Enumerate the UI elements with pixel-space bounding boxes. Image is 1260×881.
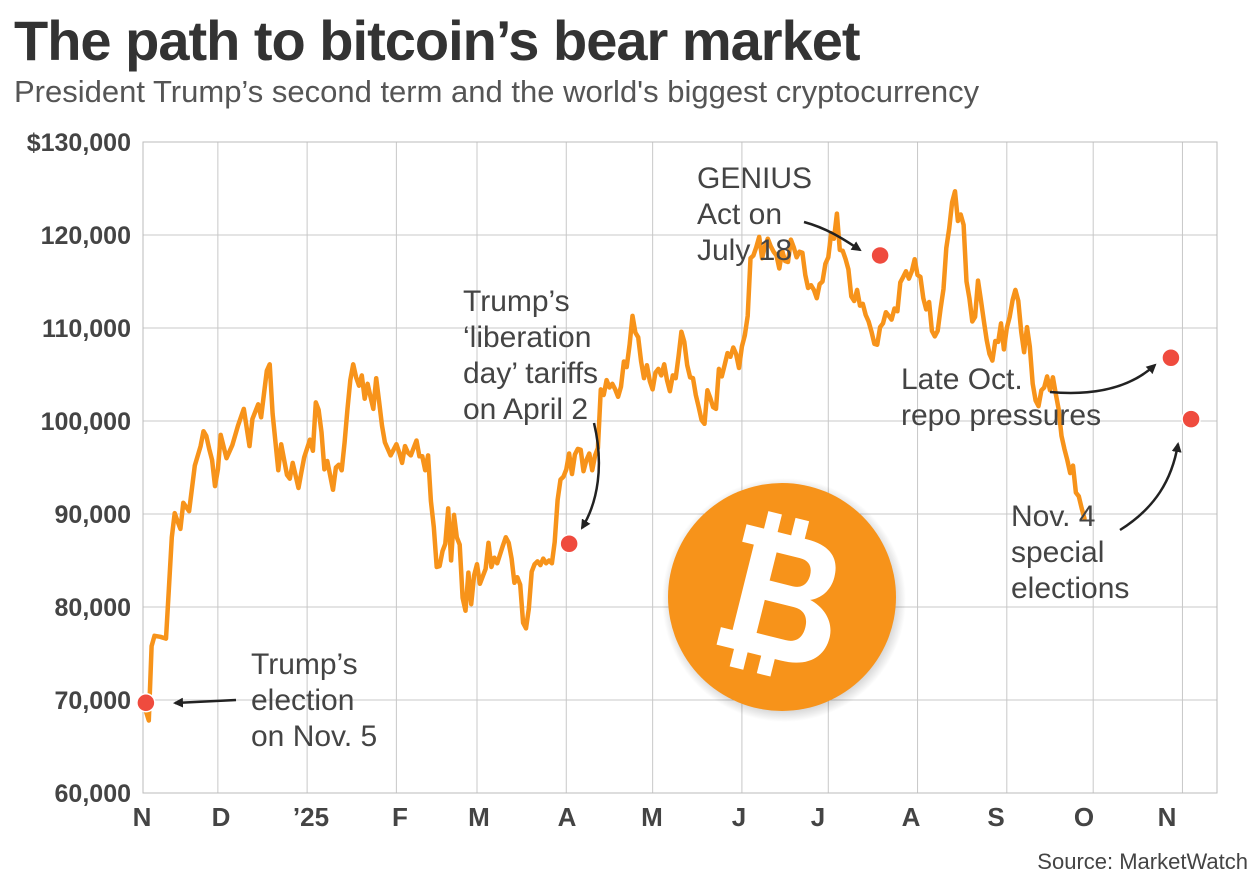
- annotation-arrow: [803, 220, 862, 252]
- annotation-text-line: Nov. 4: [1011, 500, 1095, 533]
- annotation-arrow: [1119, 442, 1182, 532]
- annotation-text-line: GENIUS: [697, 162, 812, 195]
- annotation-arrow: [1049, 363, 1157, 395]
- x-tick-label: J: [732, 802, 746, 832]
- y-tick-label: $130,000: [27, 129, 131, 157]
- x-tick-label: O: [1074, 802, 1094, 832]
- x-tick-label: F: [392, 802, 408, 832]
- annotation-text-line: election: [251, 684, 354, 717]
- event-marker: [136, 693, 156, 713]
- x-tick-label: D: [212, 802, 231, 832]
- annotation-text-line: ‘liberation: [463, 321, 591, 354]
- event-marker: [1161, 348, 1181, 368]
- event-marker: [559, 534, 579, 554]
- x-tick-label: S: [987, 802, 1004, 832]
- annotation-text-line: July 18: [697, 234, 792, 267]
- y-tick-label: 90,000: [55, 501, 131, 529]
- y-tick-label: 110,000: [42, 315, 131, 343]
- annotation-arrow: [173, 697, 237, 708]
- x-tick-label: ’25: [293, 802, 329, 832]
- x-tick-label: N: [1158, 802, 1177, 832]
- x-tick-label: N: [133, 802, 152, 832]
- x-tick-label: J: [811, 802, 825, 832]
- event-marker: [870, 245, 890, 266]
- annotation-text-line: repo pressures: [901, 399, 1101, 432]
- annotation-text-line: Trump’s: [463, 285, 570, 318]
- y-tick-label: 120,000: [41, 222, 131, 250]
- annotation-text-line: day’ tariffs: [463, 357, 598, 390]
- chart-title: The path to bitcoin’s bear market: [14, 9, 861, 72]
- annotation-arrow: [580, 422, 601, 530]
- x-tick-label: M: [468, 802, 490, 832]
- chart-subtitle: President Trump’s second term and the wo…: [14, 74, 980, 109]
- price-series: [140, 189, 1087, 723]
- plot-frame: [142, 141, 1218, 794]
- x-tick-label: A: [558, 802, 577, 832]
- price-line: [140, 189, 1087, 723]
- event-marker: [1181, 409, 1201, 429]
- annotation-text-line: elections: [1011, 572, 1129, 605]
- annotation-repo: Late Oct.repo pressures: [901, 363, 1157, 432]
- bitcoin-logo: [662, 478, 906, 722]
- annotation-text-line: Act on: [697, 198, 782, 231]
- y-tick-label: 60,000: [55, 780, 131, 808]
- annotation-text-line: special: [1011, 536, 1104, 569]
- x-tick-label: A: [902, 802, 921, 832]
- y-tick-label: 70,000: [55, 687, 131, 715]
- event-markers: [136, 245, 1201, 713]
- y-tick-label: 100,000: [41, 408, 131, 436]
- annotation-text-line: Trump’s: [251, 648, 358, 681]
- axes: 60,000 70,000 80,000 90,000 100,000 110,000 12…: [27, 129, 1218, 832]
- chart-source: Source: MarketWatch: [1037, 849, 1248, 874]
- annotation-text-line: on April 2: [463, 393, 588, 426]
- annotation-text-line: Late Oct.: [901, 363, 1023, 396]
- y-tick-label: 80,000: [55, 594, 131, 622]
- x-tick-label: M: [641, 802, 663, 832]
- annotation-text-line: on Nov. 5: [251, 720, 377, 753]
